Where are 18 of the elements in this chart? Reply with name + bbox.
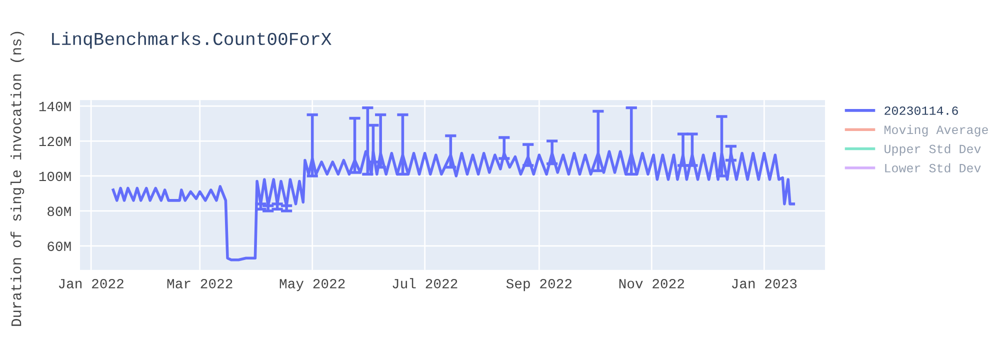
y-tick-label: 140M <box>39 102 71 112</box>
x-tick-label: Jan 2022 <box>58 278 124 288</box>
legend-label: Upper Std Dev <box>884 144 981 156</box>
x-tick-label: Nov 2022 <box>619 278 684 288</box>
y-tick-label: 60M <box>48 242 71 252</box>
x-tick-label: Jan 2023 <box>732 278 797 288</box>
x-tick-label: Jul 2022 <box>392 278 458 288</box>
x-tick-label: May 2022 <box>280 278 345 292</box>
legend-label: Lower Std Dev <box>885 163 981 172</box>
y-axis-title: Duration of single invocation (ns) <box>10 32 24 326</box>
y-tick-label: 80M <box>48 206 71 216</box>
x-tick-label: Mar 2022 <box>167 278 232 288</box>
y-tick-label: 120M <box>39 136 71 146</box>
x-tick-label: Sep 2022 <box>506 278 572 292</box>
chart-title: LinqBenchmarks.Count00ForX <box>52 32 332 49</box>
legend-label: 20230114.6 <box>884 106 958 115</box>
legend-label: Moving Average <box>884 124 988 137</box>
y-tick-label: 100M <box>39 172 71 182</box>
